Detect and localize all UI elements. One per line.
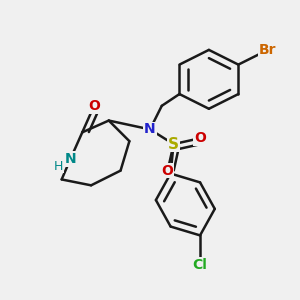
Text: O: O: [88, 99, 100, 113]
Text: Br: Br: [259, 43, 277, 57]
Text: N: N: [144, 122, 156, 136]
Text: O: O: [194, 131, 206, 145]
Text: Cl: Cl: [193, 258, 208, 272]
Text: H: H: [54, 160, 63, 173]
Text: O: O: [162, 164, 174, 178]
Text: S: S: [168, 136, 179, 152]
Text: N: N: [65, 152, 76, 166]
